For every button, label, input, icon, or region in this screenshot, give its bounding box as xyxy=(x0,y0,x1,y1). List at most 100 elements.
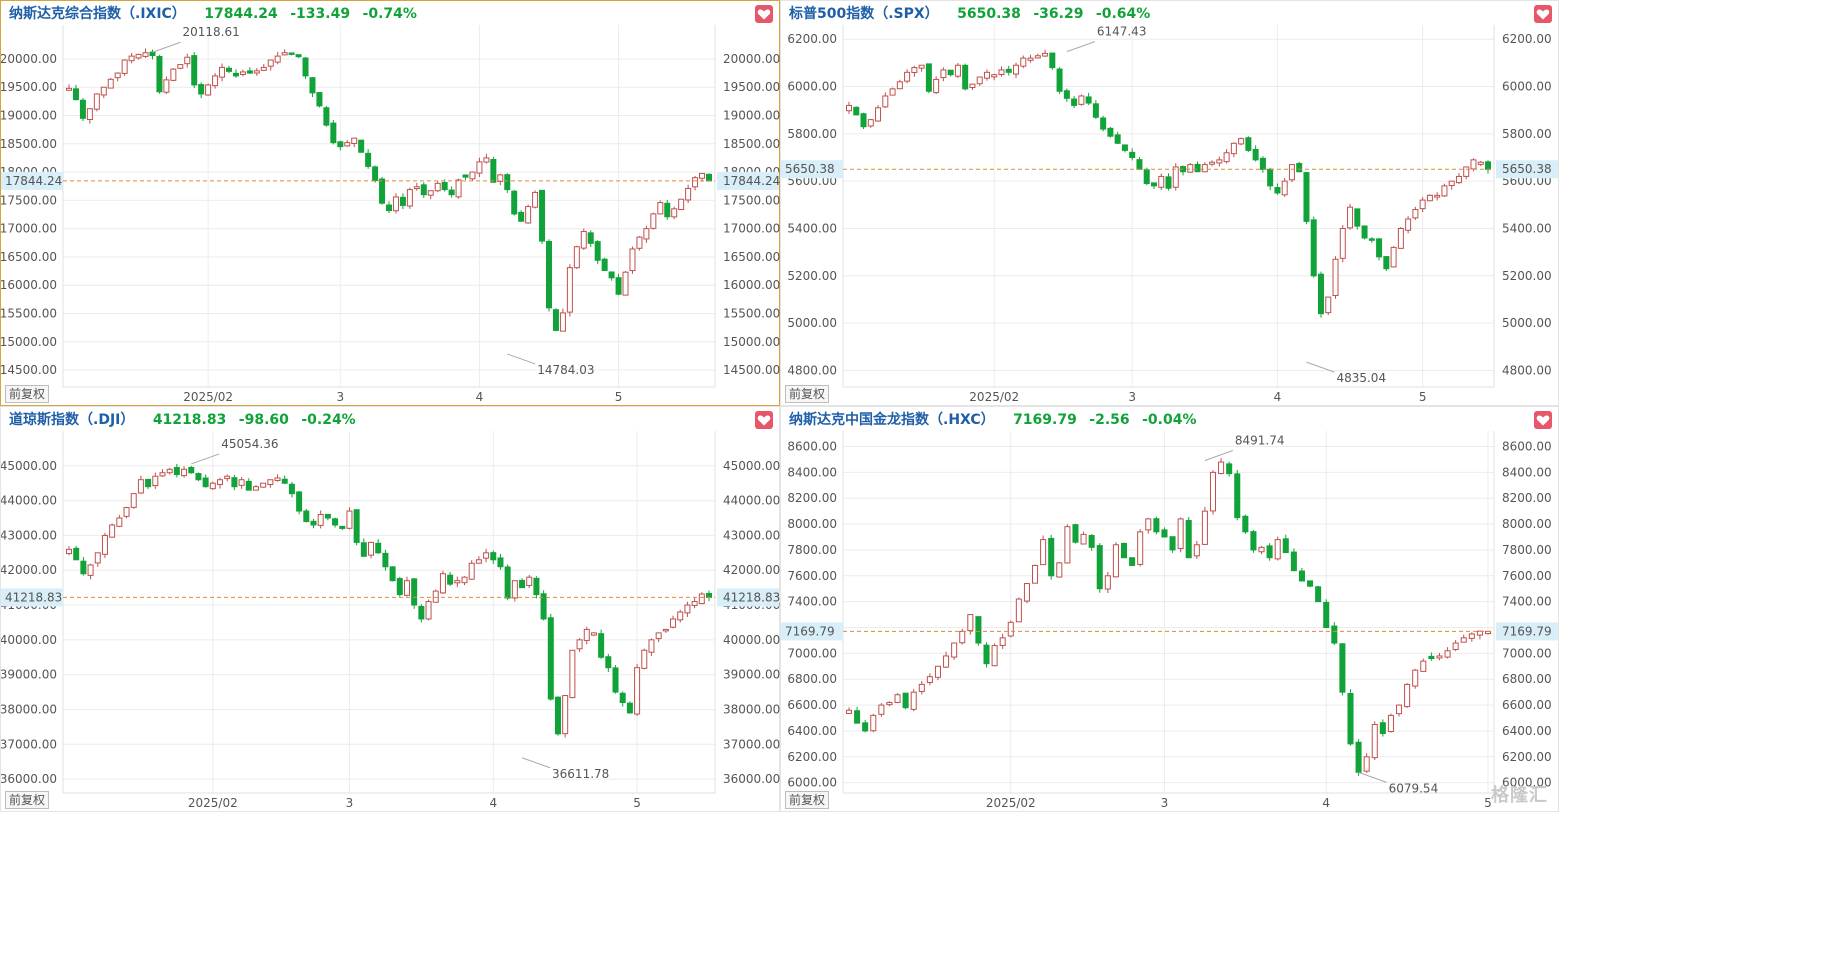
candle-body xyxy=(845,709,853,714)
x-tick-label: 3 xyxy=(1128,390,1136,404)
candle-body xyxy=(846,104,852,112)
y-tick-label-left: 18500.00 xyxy=(1,137,57,151)
candle-body xyxy=(66,548,72,555)
candle-body xyxy=(1238,138,1245,145)
adjustment-toggle-button[interactable]: 前复权 xyxy=(785,385,830,403)
candle-body xyxy=(1463,166,1470,177)
candle-body xyxy=(1040,539,1047,566)
candle-body xyxy=(943,655,950,668)
candle-body xyxy=(1290,551,1297,572)
y-tick-label-left: 19000.00 xyxy=(1,109,57,123)
index-change: -98.60 xyxy=(238,412,289,428)
candle-body xyxy=(1085,96,1092,104)
candle-body xyxy=(1136,159,1143,170)
candle-body xyxy=(114,72,121,79)
candle-body xyxy=(219,66,226,78)
candle-body xyxy=(226,67,232,72)
candle-body xyxy=(425,601,432,620)
y-tick-label-left: 8000.00 xyxy=(787,517,837,531)
high-leader-line xyxy=(1204,450,1234,461)
candle-body xyxy=(368,541,375,556)
candle-body xyxy=(209,482,216,490)
y-tick-label-right: 4800.00 xyxy=(1502,363,1552,377)
candle-body xyxy=(238,479,245,486)
candle-body xyxy=(1234,473,1241,519)
candle-body xyxy=(951,642,958,658)
candle-body xyxy=(170,68,177,81)
x-tick-label: 2025/02 xyxy=(969,390,1019,404)
candlestick-chart-ixic[interactable]: 20000.00 20000.00 19500.00 19500.00 19000.00… xyxy=(1,1,781,407)
candle-body xyxy=(107,78,114,89)
candle-body xyxy=(461,576,468,584)
candle-body xyxy=(360,542,367,557)
candle-body xyxy=(1331,625,1338,644)
candle-body xyxy=(475,559,482,564)
candlestick-chart-spx[interactable]: 6200.00 6200.00 6000.00 6000.00 5800.00 5800.… xyxy=(781,1,1560,407)
candle-body xyxy=(691,601,698,606)
x-tick-label: 5 xyxy=(633,796,641,810)
y-tick-label-left: 8200.00 xyxy=(787,491,837,505)
candle-body xyxy=(615,277,622,295)
current-price-badge-left xyxy=(1,171,63,190)
adjustment-toggle-button[interactable]: 前复权 xyxy=(5,385,50,403)
candle-body xyxy=(1063,90,1070,99)
chart-panel-spx[interactable]: 6200.00 6200.00 6000.00 6000.00 5800.00 5800.… xyxy=(780,0,1559,406)
candle-body xyxy=(1317,273,1324,315)
y-tick-label-right: 7800.00 xyxy=(1502,543,1552,557)
candle-body xyxy=(145,478,152,488)
candle-body xyxy=(109,524,116,538)
candle-body xyxy=(684,604,691,614)
candle-body xyxy=(1315,586,1322,603)
high-leader-line xyxy=(1066,41,1096,53)
chart-panel-hxc[interactable]: 8600.00 8600.00 8400.00 8400.00 8200.00 8200.… xyxy=(780,406,1559,812)
candle-body xyxy=(101,534,108,555)
candle-body xyxy=(316,92,323,107)
candle-body xyxy=(539,189,546,242)
current-price-badge-right xyxy=(1496,160,1558,179)
x-tick-label: 5 xyxy=(1419,390,1427,404)
candlestick-chart-dji[interactable]: 45000.00 45000.00 44000.00 44000.00 43000.00… xyxy=(1,407,781,813)
candle-body xyxy=(288,52,295,55)
candle-body xyxy=(432,590,439,603)
favorite-heart-icon[interactable] xyxy=(755,5,773,23)
y-tick-label-right: 20000.00 xyxy=(723,52,780,66)
candle-body xyxy=(1187,164,1194,173)
candle-body xyxy=(1150,182,1157,187)
candle-body xyxy=(1121,144,1128,151)
y-tick-label-left: 36000.00 xyxy=(1,772,57,786)
candle-body xyxy=(1013,64,1020,75)
candle-body xyxy=(552,309,559,331)
candle-body xyxy=(1428,655,1435,660)
candle-body xyxy=(205,84,212,96)
y-tick-label-right: 17500.00 xyxy=(723,193,780,207)
chart-panel-ixic[interactable]: 20000.00 20000.00 19500.00 19500.00 19000.00… xyxy=(0,0,780,406)
favorite-heart-icon[interactable] xyxy=(755,411,773,429)
favorite-heart-icon[interactable] xyxy=(1534,411,1552,429)
candle-body xyxy=(886,702,893,706)
candle-body xyxy=(706,592,712,598)
candle-body xyxy=(1209,161,1216,165)
y-tick-label-left: 7800.00 xyxy=(787,543,837,557)
candle-body xyxy=(706,173,712,182)
candle-body xyxy=(889,88,896,96)
candle-body xyxy=(1371,723,1378,759)
candle-body xyxy=(1104,575,1111,590)
index-change: -2.56 xyxy=(1089,412,1130,428)
candle-body xyxy=(439,573,446,594)
candle-body xyxy=(1034,55,1041,59)
candle-body xyxy=(260,482,267,488)
chart-panel-dji[interactable]: 45000.00 45000.00 44000.00 44000.00 43000.00… xyxy=(0,406,780,812)
adjustment-toggle-button[interactable]: 前复权 xyxy=(5,791,50,809)
adjustment-toggle-button[interactable]: 前复权 xyxy=(785,791,830,809)
favorite-heart-icon[interactable] xyxy=(1534,5,1552,23)
index-price: 7169.79 xyxy=(1013,412,1077,428)
y-tick-label-left: 7600.00 xyxy=(787,569,837,583)
candle-body xyxy=(142,52,149,57)
candlestick-chart-hxc[interactable]: 8600.00 8600.00 8400.00 8400.00 8200.00 8200.… xyxy=(781,407,1560,813)
candle-body xyxy=(910,691,917,710)
candle-body xyxy=(601,258,608,271)
high-value-label: 6147.43 xyxy=(1097,25,1147,39)
candle-body xyxy=(1005,68,1012,73)
candle-body xyxy=(1049,52,1056,69)
candle-body xyxy=(692,177,699,188)
